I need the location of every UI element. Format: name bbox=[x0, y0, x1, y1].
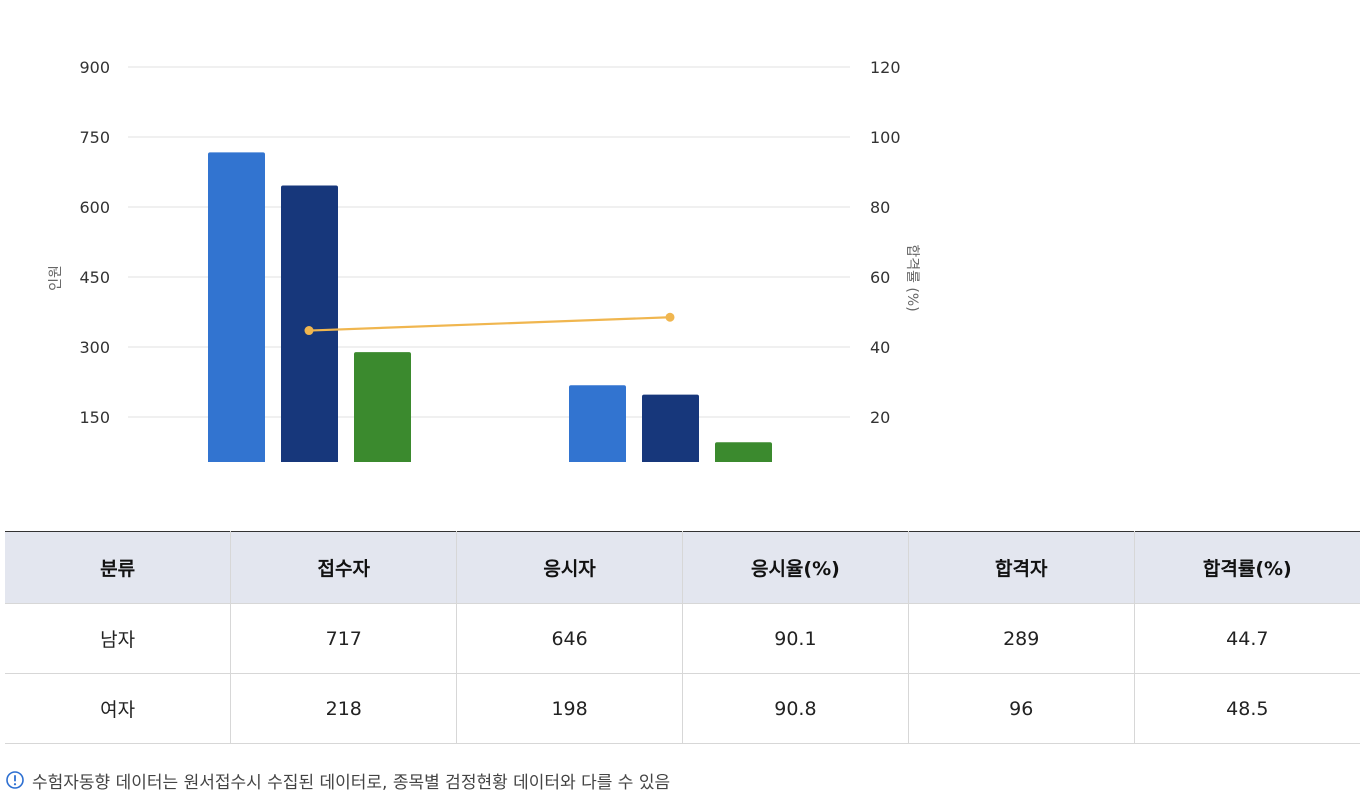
bar-line-chart: 150 300 450 600 750 900 20 40 60 80 100 120 인원 합격률… bbox=[48, 58, 920, 463]
header-examinees: 응시자 bbox=[456, 531, 683, 604]
data-note: 수험자동향 데이터는 원서접수시 수집된 데이터로, 종목별 검정현황 데이터와… bbox=[6, 768, 671, 793]
cell-passers: 289 bbox=[908, 603, 1135, 674]
y-axis-title: 인원 bbox=[48, 265, 64, 291]
bars bbox=[208, 152, 772, 463]
cell-category: 남자 bbox=[5, 603, 232, 674]
y2-tick-label: 120 bbox=[870, 58, 901, 77]
stats-table: 분류 접수자 응시자 응시율(%) 합격자 합격률(%) 남자 717 646 … bbox=[5, 531, 1360, 744]
note-text: 수험자동향 데이터는 원서접수시 수집된 데이터로, 종목별 검정현황 데이터와… bbox=[32, 772, 671, 793]
y-tick-label: 600 bbox=[79, 198, 110, 217]
bar-0-2 bbox=[354, 352, 411, 462]
bar-1-2 bbox=[715, 442, 772, 462]
cell-passers: 96 bbox=[908, 673, 1135, 744]
bar-1-0 bbox=[569, 385, 626, 462]
y2-tick-label: 60 bbox=[870, 268, 890, 287]
rate-line-path bbox=[308, 316, 671, 332]
rate-line bbox=[304, 312, 675, 336]
header-exam-rate: 응시율(%) bbox=[682, 531, 909, 604]
header-category: 분류 bbox=[5, 531, 232, 604]
y2-axis-title: 합격률 (%) bbox=[904, 244, 920, 311]
cell-exam-rate: 90.1 bbox=[682, 603, 909, 674]
rate-point-1 bbox=[665, 312, 675, 322]
cell-exam-rate: 90.8 bbox=[682, 673, 909, 744]
cell-examinees: 198 bbox=[456, 673, 683, 744]
y-tick-label: 300 bbox=[79, 338, 110, 357]
left-axis-ticks: 150 300 450 600 750 900 bbox=[79, 58, 110, 427]
y-tick-label: 900 bbox=[79, 58, 110, 77]
cell-applicants: 218 bbox=[230, 673, 458, 744]
y-tick-label: 150 bbox=[79, 408, 110, 427]
cell-category: 여자 bbox=[5, 673, 232, 744]
table-row: 여자 218 198 90.8 96 48.5 bbox=[5, 673, 1360, 744]
header-applicants: 접수자 bbox=[230, 531, 458, 604]
y-tick-label: 750 bbox=[79, 128, 110, 147]
cell-applicants: 717 bbox=[230, 603, 458, 674]
y2-tick-label: 80 bbox=[870, 198, 890, 217]
cell-examinees: 646 bbox=[456, 603, 683, 674]
bar-1-1 bbox=[642, 394, 699, 462]
header-passers: 합격자 bbox=[908, 531, 1135, 604]
cell-pass-rate: 44.7 bbox=[1134, 603, 1360, 674]
exclamation-circle-icon bbox=[6, 771, 24, 789]
header-pass-rate: 합격률(%) bbox=[1134, 531, 1360, 604]
y2-tick-label: 100 bbox=[870, 128, 901, 147]
table-row: 남자 717 646 90.1 289 44.7 bbox=[5, 603, 1360, 674]
right-axis-ticks: 20 40 60 80 100 120 bbox=[870, 58, 901, 427]
y2-tick-label: 40 bbox=[870, 338, 890, 357]
table-header-row: 분류 접수자 응시자 응시율(%) 합격자 합격률(%) bbox=[5, 531, 1360, 604]
y-tick-label: 450 bbox=[79, 268, 110, 287]
y2-tick-label: 20 bbox=[870, 408, 890, 427]
bar-0-0 bbox=[208, 152, 265, 462]
rate-point-0 bbox=[304, 326, 314, 336]
cell-pass-rate: 48.5 bbox=[1134, 673, 1360, 744]
bar-0-1 bbox=[281, 185, 338, 463]
